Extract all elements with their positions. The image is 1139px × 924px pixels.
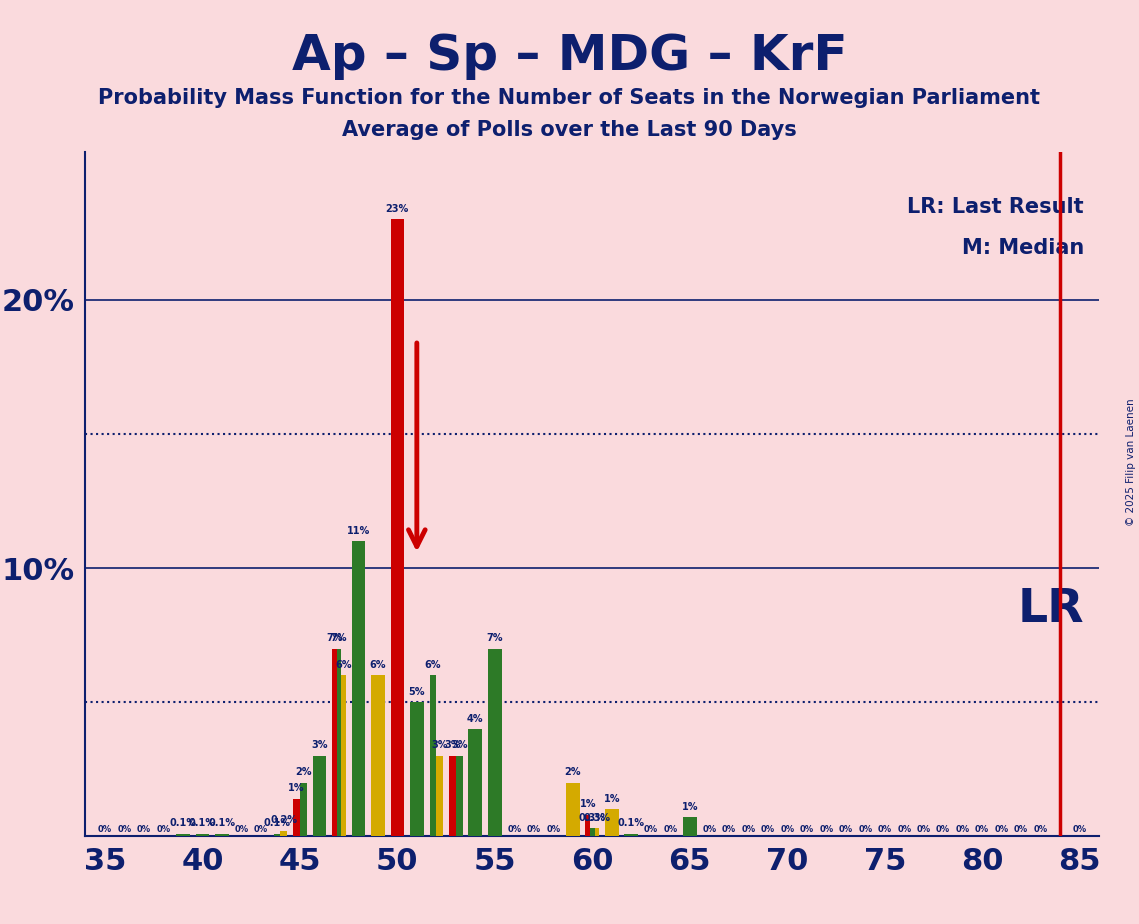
Text: 0%: 0% [994, 824, 1009, 833]
Text: 0%: 0% [838, 824, 853, 833]
Bar [273, 833, 280, 836]
Bar [280, 831, 287, 836]
Text: 6%: 6% [369, 660, 386, 670]
Text: 6%: 6% [335, 660, 352, 670]
Text: 3%: 3% [451, 740, 467, 750]
Bar [624, 833, 638, 836]
Text: 23%: 23% [386, 204, 409, 214]
Text: 0.2%: 0.2% [270, 816, 297, 825]
Text: 0%: 0% [819, 824, 834, 833]
Text: 11%: 11% [346, 526, 370, 536]
Text: M: Median: M: Median [961, 238, 1084, 258]
Bar [341, 675, 345, 836]
Text: 3%: 3% [432, 740, 448, 750]
Text: 0%: 0% [898, 824, 911, 833]
Text: 0.1%: 0.1% [208, 818, 236, 828]
Text: 0%: 0% [507, 824, 522, 833]
Text: Probability Mass Function for the Number of Seats in the Norwegian Parliament: Probability Mass Function for the Number… [98, 88, 1041, 108]
Text: 0%: 0% [663, 824, 678, 833]
Bar [436, 756, 443, 836]
Text: 0%: 0% [98, 824, 112, 833]
Bar [605, 809, 618, 836]
Text: LR: Last Result: LR: Last Result [908, 197, 1084, 217]
Text: 1%: 1% [580, 799, 596, 809]
Bar [468, 729, 482, 836]
Text: 0%: 0% [235, 824, 248, 833]
Text: 0.3%: 0.3% [579, 813, 606, 822]
Text: 0%: 0% [1014, 824, 1029, 833]
Text: 0%: 0% [761, 824, 775, 833]
Bar [585, 815, 590, 836]
Text: Average of Polls over the Last 90 Days: Average of Polls over the Last 90 Days [342, 120, 797, 140]
Text: 0%: 0% [254, 824, 268, 833]
Bar [449, 756, 456, 836]
Bar [352, 541, 366, 836]
Text: 2%: 2% [295, 767, 312, 777]
Text: 7%: 7% [326, 633, 343, 643]
Bar [429, 675, 436, 836]
Text: LR: LR [1017, 587, 1084, 632]
Text: 0.1%: 0.1% [170, 818, 196, 828]
Text: 0%: 0% [547, 824, 560, 833]
Text: 0%: 0% [1033, 824, 1048, 833]
Text: Ap – Sp – MDG – KrF: Ap – Sp – MDG – KrF [292, 32, 847, 80]
Bar [590, 828, 595, 836]
Text: 6%: 6% [425, 660, 441, 670]
Text: 0.1%: 0.1% [263, 818, 290, 828]
Bar [391, 220, 404, 836]
Bar [371, 675, 385, 836]
Text: 0%: 0% [156, 824, 171, 833]
Text: 3%: 3% [444, 740, 460, 750]
Bar [683, 818, 697, 836]
Text: 0%: 0% [722, 824, 736, 833]
Bar [196, 833, 210, 836]
Text: 0%: 0% [117, 824, 131, 833]
Text: 2%: 2% [565, 767, 581, 777]
Bar [595, 828, 599, 836]
Bar [293, 798, 300, 836]
Bar [312, 756, 326, 836]
Text: 0%: 0% [137, 824, 151, 833]
Text: © 2025 Filip van Laenen: © 2025 Filip van Laenen [1126, 398, 1136, 526]
Text: 0.3%: 0.3% [583, 813, 611, 822]
Text: 0%: 0% [936, 824, 950, 833]
Text: 0%: 0% [858, 824, 872, 833]
Text: 0%: 0% [956, 824, 969, 833]
Text: 0%: 0% [800, 824, 813, 833]
Text: 0.1%: 0.1% [617, 818, 645, 828]
Text: 4%: 4% [467, 713, 484, 723]
Bar [456, 756, 462, 836]
Text: 0.1%: 0.1% [189, 818, 216, 828]
Text: 1%: 1% [604, 794, 620, 804]
Text: 0%: 0% [526, 824, 541, 833]
Bar [333, 649, 337, 836]
Text: 0%: 0% [741, 824, 755, 833]
Text: 0%: 0% [917, 824, 931, 833]
Text: 7%: 7% [330, 633, 347, 643]
Bar [337, 649, 341, 836]
Text: 0%: 0% [780, 824, 794, 833]
Bar [177, 833, 190, 836]
Text: 7%: 7% [486, 633, 503, 643]
Text: 1%: 1% [681, 802, 698, 812]
Bar [410, 702, 424, 836]
Bar [487, 649, 501, 836]
Text: 5%: 5% [409, 687, 425, 697]
Bar [566, 783, 580, 836]
Text: 0%: 0% [878, 824, 892, 833]
Bar [300, 783, 306, 836]
Text: 0%: 0% [975, 824, 990, 833]
Text: 3%: 3% [311, 740, 328, 750]
Text: 0%: 0% [1073, 824, 1087, 833]
Text: 0%: 0% [702, 824, 716, 833]
Text: 0%: 0% [644, 824, 658, 833]
Text: 1%: 1% [288, 784, 305, 794]
Bar [215, 833, 229, 836]
